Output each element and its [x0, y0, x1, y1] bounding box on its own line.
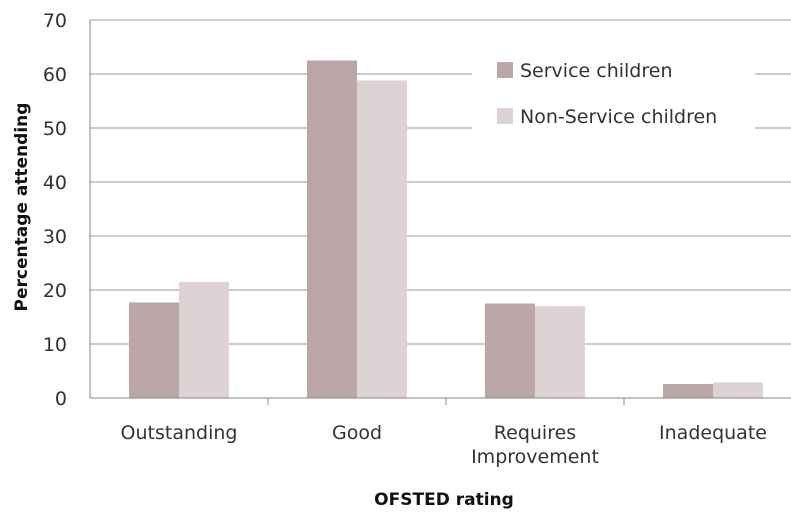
legend-swatch	[497, 62, 513, 78]
x-category-label: Requires	[494, 422, 576, 444]
y-tick-label: 0	[55, 388, 67, 410]
x-category-label: Inadequate	[659, 422, 767, 444]
y-tick-label: 10	[43, 334, 67, 356]
bar-non-service	[535, 306, 585, 398]
bar-non-service	[179, 281, 229, 398]
x-category-label: Outstanding	[121, 422, 238, 444]
y-tick-label: 30	[43, 226, 67, 248]
bar-non-service	[713, 382, 763, 398]
y-tick-label: 20	[43, 280, 67, 302]
bar-service	[663, 383, 713, 398]
bar-service	[307, 60, 357, 398]
legend-background	[472, 50, 755, 140]
legend-swatch	[497, 108, 513, 124]
x-axis-title: OFSTED rating	[374, 490, 514, 510]
legend-label: Service children	[520, 60, 673, 82]
y-tick-label: 70	[43, 10, 67, 32]
y-tick-labels: 0 10 20 30 40 50 60 70	[43, 10, 67, 410]
legend: Service children Non-Service children	[472, 50, 755, 140]
y-tick-label: 50	[43, 118, 67, 140]
y-tick-label: 60	[43, 64, 67, 86]
x-category-label: Improvement	[471, 446, 599, 468]
bars	[129, 60, 763, 398]
bar-service	[485, 303, 535, 398]
bar-non-service	[357, 80, 407, 398]
axes	[89, 20, 791, 405]
legend-label: Non-Service children	[520, 106, 717, 128]
bar-service	[129, 302, 179, 398]
y-axis-title: Percentage attending	[12, 103, 32, 312]
y-tick-label: 40	[43, 172, 67, 194]
x-category-label: Good	[332, 422, 382, 444]
